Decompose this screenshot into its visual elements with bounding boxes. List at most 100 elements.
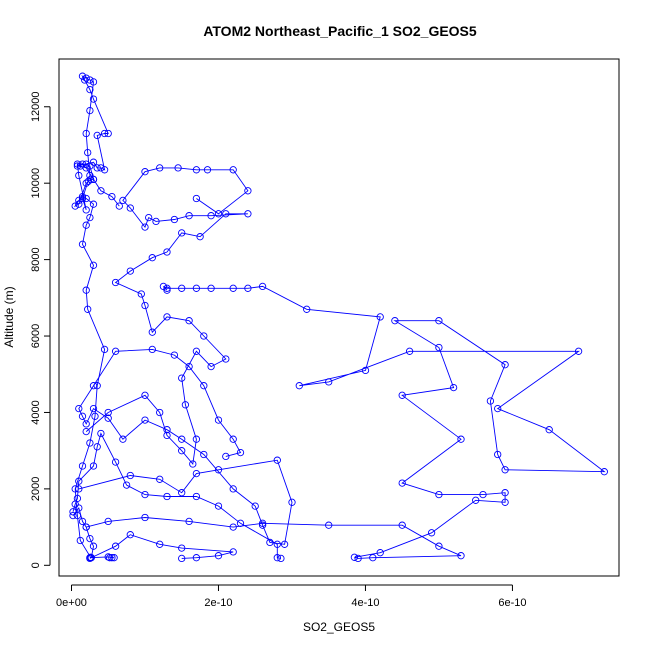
data-point: [354, 554, 362, 563]
data-point: [178, 489, 186, 497]
data-point: [75, 200, 83, 208]
y-axis-label: Altitude (m): [2, 286, 16, 347]
data-point: [244, 210, 252, 218]
data-point: [81, 76, 89, 84]
data-point: [100, 166, 109, 174]
data-point: [207, 284, 215, 292]
data-point: [200, 382, 208, 390]
data-point: [141, 168, 149, 176]
data-point: [486, 397, 495, 405]
x-tick-label: 0e+00: [56, 597, 87, 609]
x-axis: 0e+00 2e-10 4e-10 6e-10: [56, 584, 527, 609]
data-point: [163, 284, 171, 292]
data-point: [457, 435, 465, 443]
data-point: [192, 166, 201, 174]
x-tick-label: 2e-10: [204, 597, 232, 609]
data-point: [93, 131, 101, 140]
y-tick-label: 6000: [30, 324, 42, 348]
x-axis-label: SO2_GEOS5: [303, 620, 375, 634]
data-point: [104, 414, 112, 422]
data-point: [236, 448, 245, 457]
data-point: [100, 345, 109, 354]
y-tick-label: 10000: [30, 168, 42, 199]
data-point: [325, 521, 333, 529]
data-point: [391, 317, 399, 325]
data-point: [229, 284, 237, 292]
data-point: [472, 496, 480, 504]
data-point: [494, 404, 502, 413]
y-tick-label: 0: [30, 562, 42, 568]
data-point: [200, 450, 208, 459]
data-point: [273, 456, 281, 464]
data-point: [148, 254, 156, 262]
data-point: [89, 95, 98, 103]
data-point: [449, 383, 458, 392]
data-point: [214, 502, 223, 510]
data-point: [174, 164, 182, 172]
data-point: [84, 305, 92, 313]
data-point: [303, 305, 311, 313]
data-point: [89, 78, 98, 86]
data-point: [89, 542, 98, 550]
data-point: [156, 475, 164, 483]
data-point: [545, 426, 553, 434]
data-point: [280, 540, 289, 548]
data-point: [148, 328, 156, 336]
data-point: [361, 366, 370, 375]
series-line: [78, 348, 293, 545]
data-point: [178, 435, 186, 443]
data-point: [229, 548, 237, 556]
data-point: [115, 202, 123, 210]
y-tick-label: 2000: [30, 477, 42, 501]
series-1: [71, 72, 123, 562]
data-point: [141, 223, 149, 231]
series-line: [85, 167, 249, 466]
data-point: [214, 416, 223, 424]
x-tick-label: 4e-10: [351, 597, 379, 609]
data-point: [222, 452, 230, 461]
data-point: [192, 194, 201, 203]
data-point: [214, 466, 223, 474]
data-point: [137, 290, 145, 298]
data-point: [86, 439, 94, 447]
data-point: [501, 498, 509, 506]
data-point: [111, 542, 120, 550]
data-point: [141, 416, 149, 424]
data-point: [203, 166, 212, 174]
data-point: [405, 347, 414, 355]
data-point: [86, 76, 94, 84]
data-point: [479, 490, 487, 499]
series-3: [69, 504, 237, 563]
data-point: [73, 162, 82, 170]
data-point: [152, 217, 160, 226]
data-point: [126, 204, 134, 212]
data-point: [325, 378, 333, 386]
data-point: [73, 494, 82, 503]
data-point: [178, 374, 186, 382]
data-point: [111, 458, 120, 466]
data-point: [141, 490, 149, 499]
y-tick-label: 4000: [30, 400, 42, 424]
data-point: [106, 554, 114, 562]
data-point: [108, 554, 116, 562]
data-point: [163, 431, 171, 440]
data-point: [178, 554, 186, 563]
data-point: [170, 351, 179, 359]
data-point: [214, 210, 223, 218]
data-point: [119, 435, 127, 443]
data-point: [163, 286, 171, 294]
data-point: [156, 540, 164, 548]
data-point: [86, 171, 94, 180]
data-point: [229, 166, 237, 174]
data-point: [398, 521, 406, 529]
data-point: [89, 175, 98, 184]
data-point: [185, 362, 193, 371]
data-point: [192, 469, 201, 478]
data-point: [288, 498, 296, 506]
data-point: [156, 408, 164, 417]
data-point: [104, 517, 112, 526]
data-point: [141, 391, 149, 399]
data-point: [222, 210, 230, 218]
data-point: [141, 513, 149, 522]
data-point: [156, 164, 164, 172]
